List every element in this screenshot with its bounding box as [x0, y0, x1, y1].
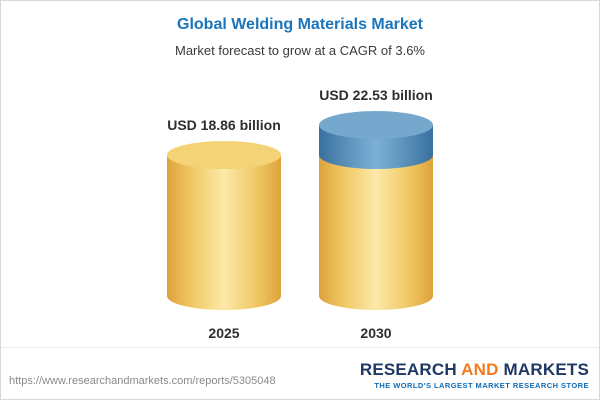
- value-label-2030: USD 22.53 billion: [319, 87, 433, 104]
- cylinder-2025-gold-segment: [167, 141, 281, 310]
- chart-title: Global Welding Materials Market: [177, 16, 423, 33]
- category-label-2030: 2030: [360, 325, 392, 341]
- bar-group-2030: USD 22.53 billion 2030: [319, 87, 433, 341]
- chart-subtitle: Market forecast to grow at a CAGR of 3.6…: [175, 43, 425, 58]
- bar-group-2025: USD 18.86 billion 2025: [167, 117, 281, 341]
- cylinder-2025: [167, 141, 281, 310]
- report-url: https://www.researchandmarkets.com/repor…: [9, 375, 276, 387]
- logo-word-markets: MARKETS: [503, 360, 589, 379]
- plot-area: USD 18.86 billion 2025 USD 22.53 billion…: [1, 58, 599, 347]
- logo-word-and: AND: [461, 360, 499, 379]
- footer: https://www.researchandmarkets.com/repor…: [1, 347, 599, 399]
- cylinder-2030-blue-segment: [319, 111, 433, 170]
- logo-word-research: RESEARCH: [359, 360, 457, 379]
- cylinder-2030-gold-segment: [319, 155, 433, 310]
- cylinder-cap-ellipse: [319, 111, 433, 140]
- category-label-2025: 2025: [208, 325, 240, 341]
- cylinder-2030: [319, 111, 433, 310]
- value-label-2025: USD 18.86 billion: [167, 117, 281, 134]
- logo-wordmark: RESEARCH AND MARKETS: [360, 361, 589, 378]
- cylinder-cap-ellipse: [167, 141, 281, 170]
- logo-tagline: THE WORLD'S LARGEST MARKET RESEARCH STOR…: [374, 381, 589, 390]
- research-and-markets-logo: RESEARCH AND MARKETS THE WORLD'S LARGEST…: [360, 361, 589, 390]
